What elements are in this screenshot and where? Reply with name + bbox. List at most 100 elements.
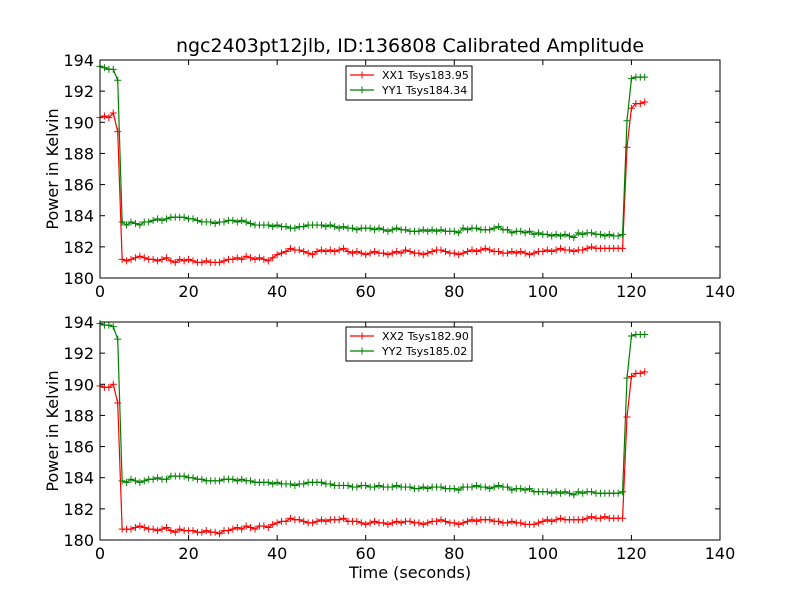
data-point — [579, 230, 587, 238]
x-tick-label: 60 — [356, 282, 376, 301]
data-point — [561, 230, 569, 238]
data-point — [114, 335, 122, 343]
data-point — [379, 249, 387, 257]
data-point — [229, 255, 237, 263]
data-point — [570, 491, 578, 499]
data-point — [357, 249, 365, 257]
data-point — [189, 257, 197, 265]
data-point — [379, 519, 387, 527]
data-point — [495, 248, 503, 256]
data-point — [136, 221, 144, 229]
data-point — [109, 380, 117, 388]
data-point — [140, 254, 148, 262]
data-point — [167, 257, 175, 265]
data-point — [291, 482, 299, 489]
data-point — [189, 527, 197, 535]
data-point — [548, 517, 556, 525]
y-tick-label: 180 — [63, 269, 94, 288]
data-point — [601, 232, 609, 240]
data-point — [158, 216, 166, 224]
data-point — [455, 251, 463, 259]
data-point — [176, 525, 184, 533]
x-tick-label: 100 — [528, 544, 559, 563]
data-point — [561, 488, 569, 496]
data-point — [450, 485, 458, 493]
axes-frame — [99, 59, 721, 279]
x-tick-label: 0 — [95, 544, 105, 563]
data-point — [291, 224, 299, 232]
data-point — [393, 224, 401, 232]
axes-frame — [99, 321, 721, 541]
data-point — [238, 216, 246, 224]
data-point — [322, 248, 330, 256]
data-point — [415, 249, 423, 257]
data-point — [641, 368, 649, 376]
data-point — [247, 477, 255, 485]
data-point — [123, 478, 131, 486]
data-point — [517, 248, 525, 256]
y-tick-label: 192 — [63, 344, 94, 363]
data-point — [481, 483, 489, 491]
data-point — [393, 517, 401, 525]
data-point — [468, 483, 476, 491]
data-point — [614, 232, 622, 240]
data-point — [371, 517, 379, 525]
data-point — [162, 254, 170, 262]
data-point — [286, 480, 294, 488]
data-point — [424, 519, 432, 527]
data-point — [171, 258, 179, 266]
data-point — [565, 246, 573, 254]
x-tick-label: 120 — [616, 282, 647, 301]
data-point — [180, 213, 188, 221]
data-point — [136, 522, 144, 530]
data-point — [366, 224, 374, 232]
data-point — [353, 226, 361, 234]
data-point — [605, 230, 613, 238]
data-point — [579, 489, 587, 497]
data-point — [220, 218, 228, 226]
data-point — [216, 477, 224, 485]
data-point — [357, 519, 365, 527]
data-point — [388, 249, 396, 257]
data-point — [388, 226, 396, 234]
series-yy — [96, 320, 649, 499]
data-point — [565, 489, 573, 497]
data-point — [548, 489, 556, 497]
data-point — [579, 516, 587, 524]
legend-entry: YY1 Tsys184.34 — [381, 84, 467, 97]
data-point — [105, 114, 113, 122]
data-point — [526, 227, 534, 235]
data-point — [286, 244, 294, 252]
data-point — [459, 249, 467, 257]
data-point — [459, 224, 467, 232]
x-tick-label: 40 — [267, 544, 287, 563]
data-point — [220, 257, 228, 265]
top-panel-xx1-yy1: 0 20 40 60 80 100 120 140 180 182 184 186 188 190 192 1… — [43, 51, 735, 301]
data-point — [149, 216, 157, 224]
data-point — [251, 525, 259, 533]
data-point — [428, 226, 436, 234]
data-point — [601, 513, 609, 521]
series-xx — [96, 98, 649, 266]
data-point — [273, 251, 281, 259]
data-point — [198, 528, 206, 536]
data-point — [273, 221, 281, 229]
data-point — [309, 519, 317, 527]
data-point — [154, 527, 162, 535]
data-point — [242, 218, 250, 226]
data-point — [619, 488, 627, 496]
data-point — [543, 488, 551, 496]
data-point — [317, 221, 325, 229]
data-point — [167, 527, 175, 535]
data-point — [123, 221, 131, 229]
data-point — [317, 246, 325, 254]
data-point — [455, 486, 463, 494]
legend-entry: XX2 Tsys182.90 — [382, 330, 469, 343]
data-point — [202, 257, 210, 265]
y-tick-label: 184 — [63, 469, 94, 488]
data-point — [619, 244, 627, 252]
data-point — [588, 488, 596, 496]
y-tick-label: 194 — [63, 313, 94, 332]
data-point — [207, 218, 215, 226]
legend: XX1 Tsys183.95 YY1 Tsys184.34 — [345, 65, 473, 101]
